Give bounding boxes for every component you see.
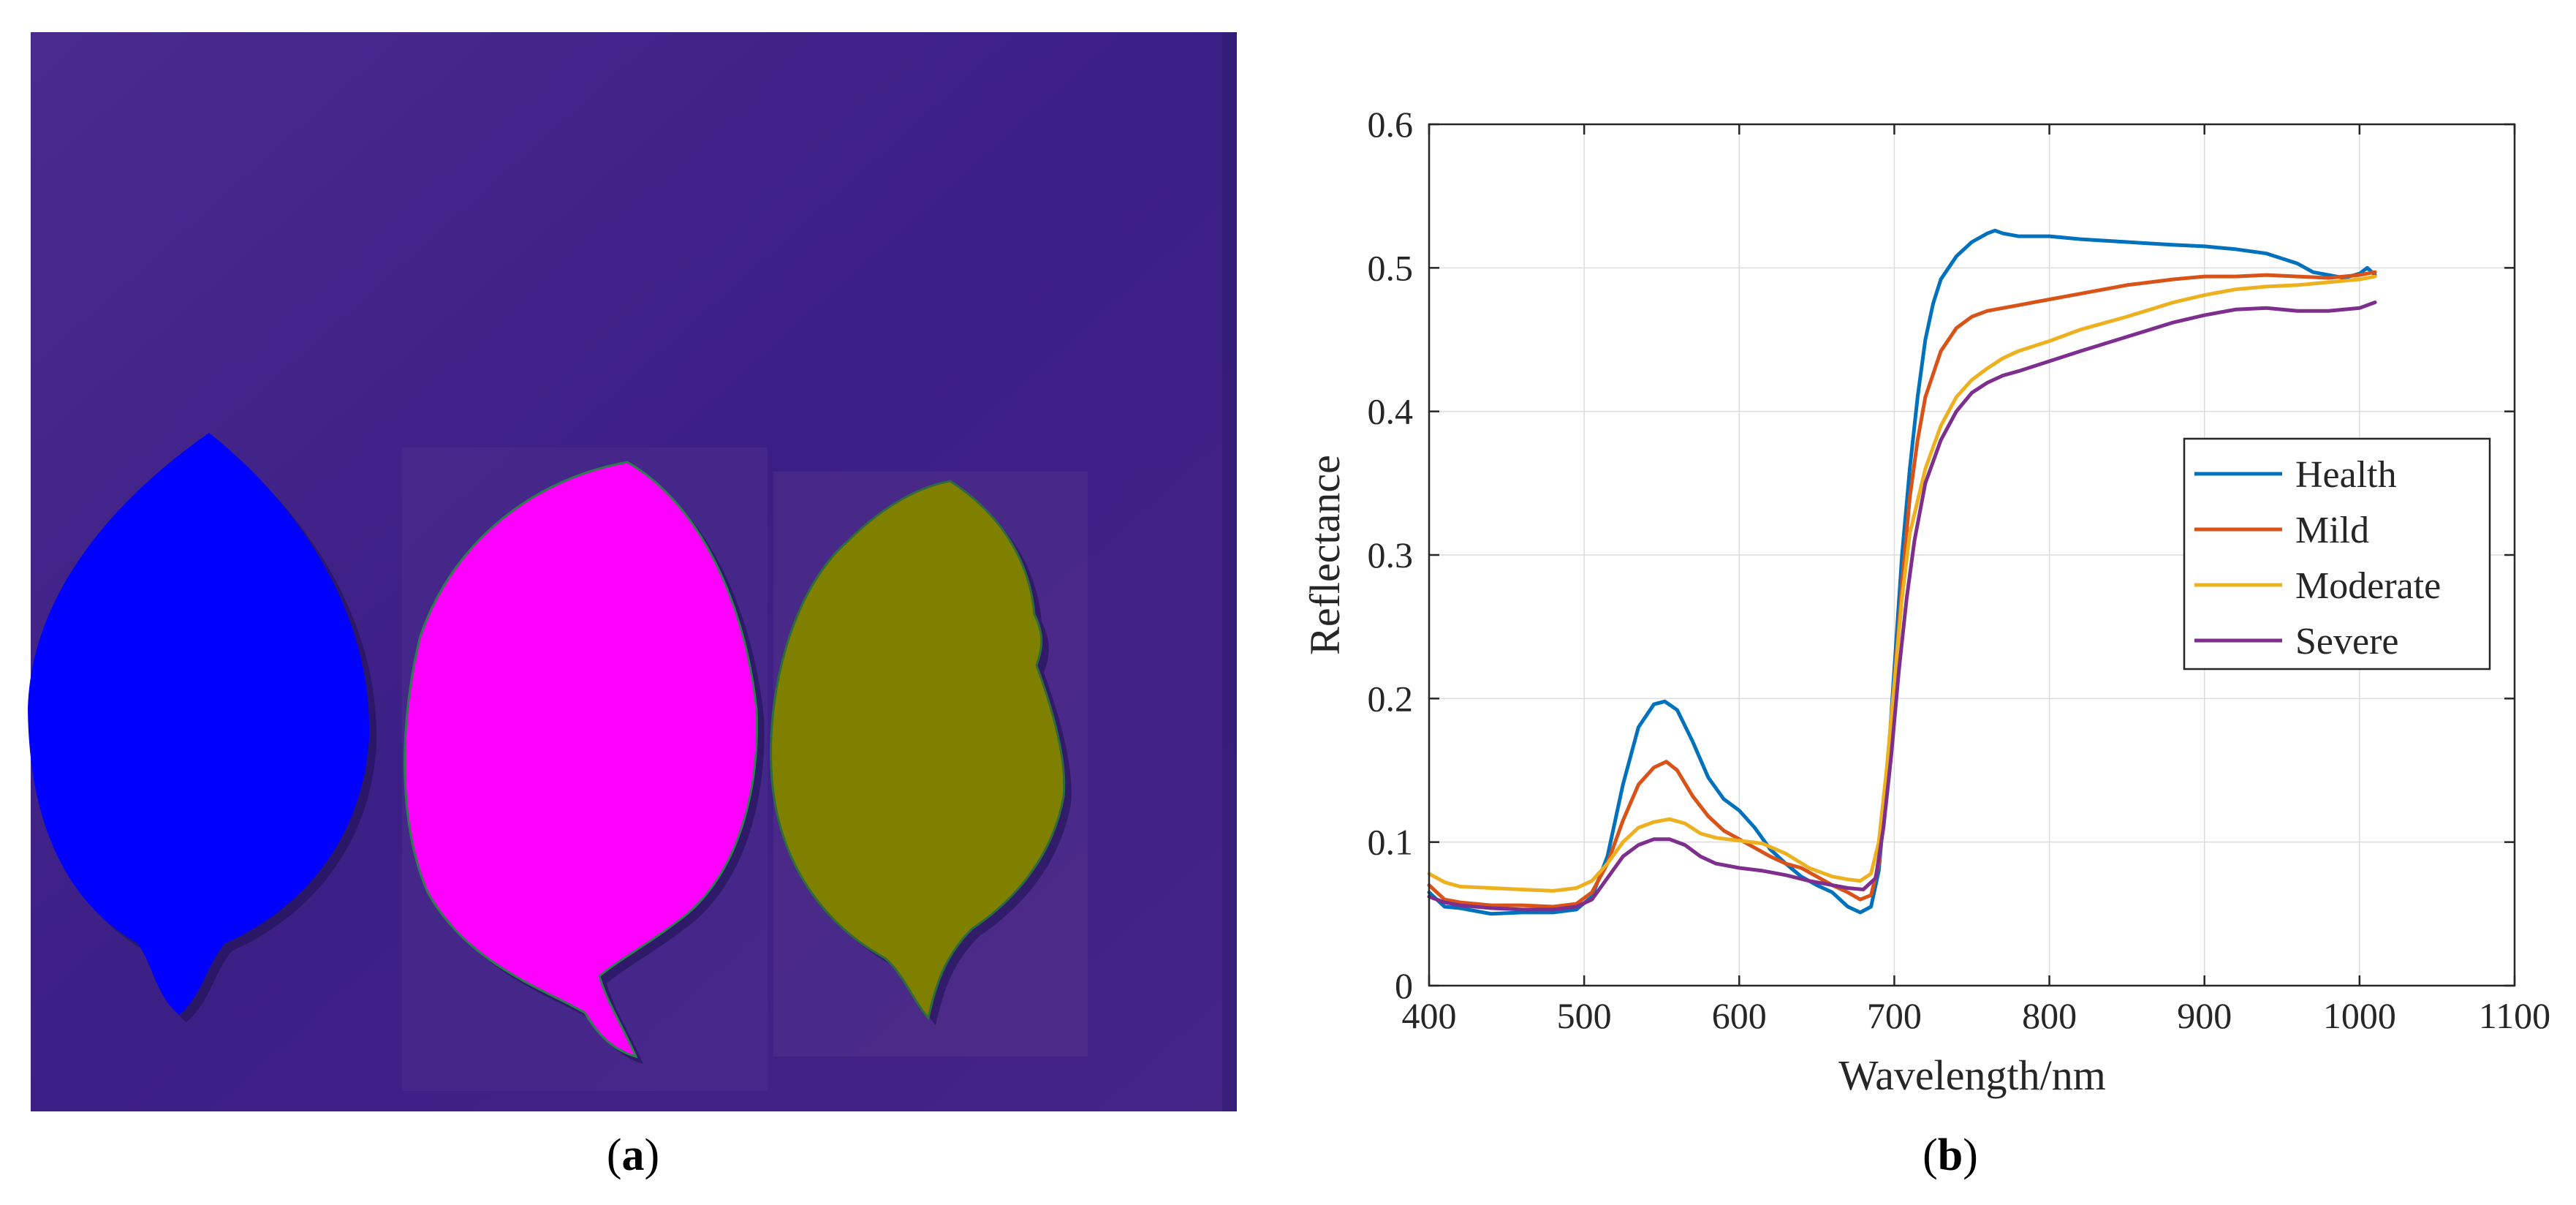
panel-a-label: (a) [607,1130,659,1180]
series-line-severe [1427,301,2377,912]
y-axis-label: Reflectance [1301,455,1349,655]
panel-b: 400 500 600 700 800 900 1000 1100 0 0.1 0.2 0.3 0.4… [1301,104,2550,1180]
x-ticks: 400 500 600 700 800 900 1000 1100 [1402,124,2550,1036]
legend-box [2183,437,2491,671]
x-tick-label: 1000 [2323,995,2396,1036]
series-line-mild [1427,270,2377,909]
panel-a: (a) [28,32,1237,1180]
x-tick-label: 900 [2177,995,2232,1036]
y-tick-label: 0.1 [1368,822,1414,863]
y-tick-label: 0.3 [1368,534,1414,575]
legend: Health Mild Moderate Severe [2183,437,2491,671]
y-tick-label: 0.2 [1368,678,1414,719]
x-axis-label: Wavelength/nm [1838,1051,2106,1099]
y-tick-label: 0.6 [1368,104,1414,145]
leaf-health-mask [28,433,370,1015]
panel-b-label: (b) [1922,1130,1978,1180]
x-tick-label: 600 [1712,995,1767,1036]
legend-label-moderate: Moderate [2295,565,2441,607]
x-tick-label: 500 [1557,995,1612,1036]
leaf-mild-mask [404,461,759,1059]
x-tick-label: 800 [2022,995,2077,1036]
legend-label-mild: Mild [2295,510,2369,551]
leaf-moderate-mask [770,480,1066,1021]
image-right-edge [1222,32,1237,1111]
panel-b-letter: b [1938,1130,1963,1180]
y-tick-label: 0.5 [1368,247,1414,288]
y-tick-label: 0 [1395,965,1413,1006]
series-lines [1427,228,2377,916]
legend-label-health: Health [2295,454,2397,496]
y-tick-label: 0.4 [1368,391,1414,432]
x-tick-label: 1100 [2479,995,2550,1036]
y-ticks: 0 0.1 0.2 0.3 0.4 0.5 0.6 [1368,104,2515,1006]
x-tick-label: 400 [1402,995,1457,1036]
x-tick-label: 700 [1867,995,1922,1036]
series-line-moderate [1427,274,2377,893]
panel-a-letter: a [622,1130,645,1180]
legend-label-severe: Severe [2295,621,2398,662]
